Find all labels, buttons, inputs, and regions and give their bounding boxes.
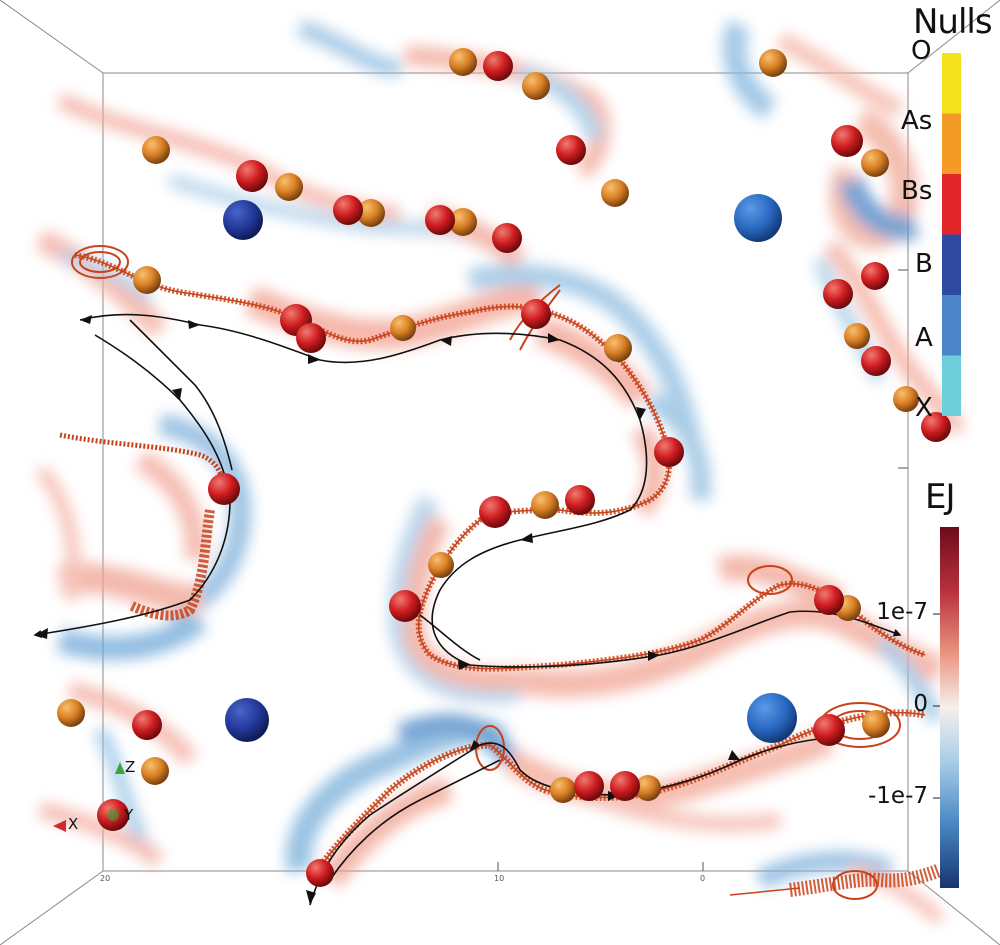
- box-tick-label-right: 0: [700, 874, 706, 883]
- nulls-legend-label-a: A: [915, 323, 933, 353]
- bs-null-spheres: [97, 51, 951, 887]
- b-null-sphere: [225, 698, 269, 742]
- axis-label-z: Z: [125, 758, 136, 776]
- axis-label-x: X: [68, 815, 79, 833]
- ej-colorbar-title: EJ: [925, 477, 955, 517]
- a-null-sphere: [747, 693, 797, 743]
- nulls-legend-label-b: B: [915, 249, 933, 279]
- current-density-clouds: [34, 18, 967, 926]
- axis-label-y: Y: [124, 806, 134, 824]
- magnetic-field-lines: [59, 245, 943, 900]
- ej-tick-high: 1e-7: [876, 599, 928, 625]
- orientation-axes: [53, 762, 125, 832]
- box-tick-marks: [497, 269, 908, 871]
- box-tick-label-mid: 10: [494, 874, 505, 883]
- ej-tick-zero: 0: [913, 691, 928, 717]
- ej-colorbar: [940, 527, 959, 888]
- arrow-glyphs: [35, 315, 740, 905]
- flow-arrows: [33, 313, 902, 906]
- ej-tick-low: -1e-7: [867, 783, 928, 809]
- nulls-legend-label-x: X: [915, 393, 933, 423]
- box-tick-label-left: 20: [100, 874, 111, 883]
- as-null-spheres: [57, 48, 919, 803]
- nulls-legend-label-o: O: [911, 36, 932, 66]
- nulls-legend-title: Nulls: [913, 2, 993, 42]
- a-null-sphere: [734, 194, 782, 242]
- nulls-colorbar: [942, 53, 961, 416]
- b-null-sphere: [223, 200, 263, 240]
- large-null-spheres: [223, 194, 797, 743]
- nulls-legend-label-bs: Bs: [901, 176, 933, 206]
- ej-colorbar-ticks: [933, 613, 940, 799]
- nulls-legend-label-as: As: [901, 106, 933, 136]
